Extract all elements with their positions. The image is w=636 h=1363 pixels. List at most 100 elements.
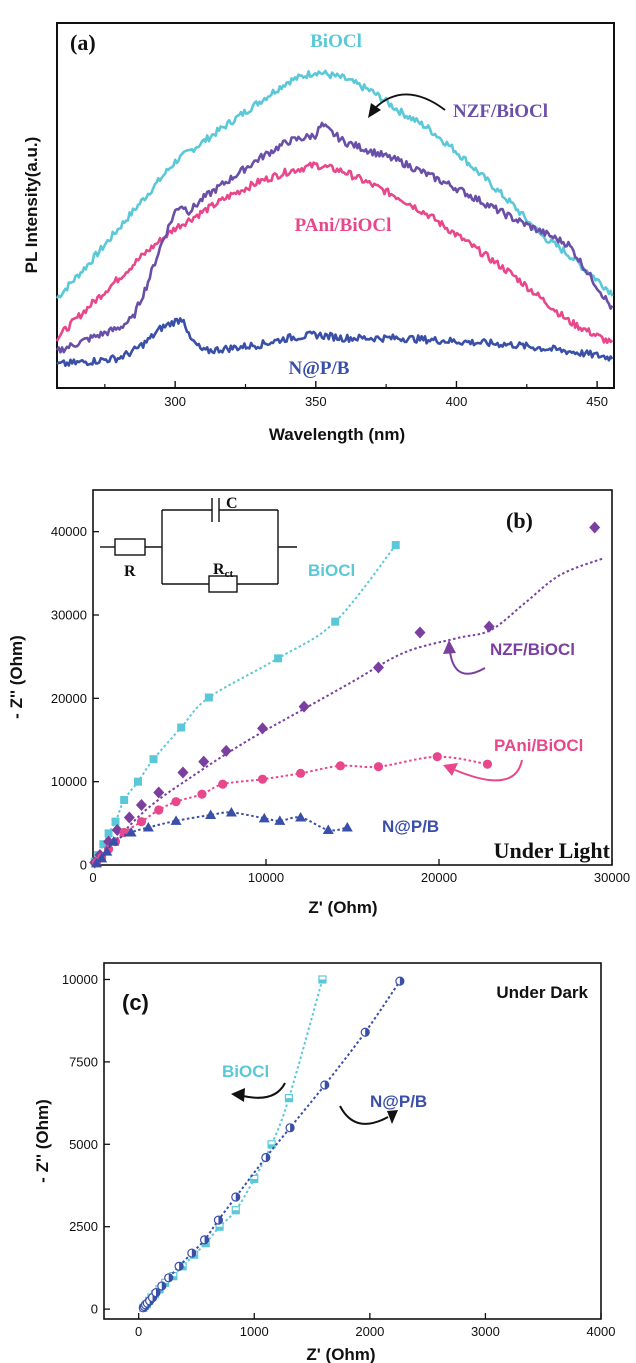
series-group: [138, 975, 405, 1313]
data-point: [589, 521, 601, 534]
data-point: [99, 840, 108, 849]
data-point: [225, 807, 237, 817]
x-tick-label: 300: [164, 394, 186, 409]
series-group: [55, 69, 614, 367]
x-tick-label: 0: [135, 1324, 142, 1339]
data-point: [149, 755, 158, 764]
x-tick-label: 2000: [355, 1324, 384, 1339]
data-point: [204, 693, 213, 702]
y-tick-label: 0: [80, 858, 87, 873]
panel-a: 300 350 400 450 (a) Wavelength (nm) PL Inte…: [22, 22, 615, 444]
y-axis-label: - Z'' (Ohm): [7, 635, 26, 719]
legend-label-nzf-biocl: NZF/BiOCl: [453, 101, 548, 122]
legend-label-n-p-b: N@P/B: [382, 817, 439, 836]
x-tick-label: 400: [446, 394, 468, 409]
data-point: [133, 777, 142, 786]
data-point: [335, 761, 345, 771]
data-point: [322, 824, 334, 834]
legend-label-pani-biocl: PAni/BiOCl: [494, 736, 583, 755]
data-point: [391, 541, 400, 549]
data-point: [136, 817, 147, 827]
data-point-fill: [161, 1282, 166, 1291]
x-tick-label: 20000: [421, 870, 457, 885]
data-point: [257, 722, 269, 735]
resistor-r: [114, 538, 146, 556]
data-point: [170, 815, 182, 825]
legend-label-biocl: BiOCl: [310, 31, 362, 52]
data-point-fill: [285, 1098, 293, 1102]
x-tick-label: 0: [89, 870, 96, 885]
data-point-fill: [168, 1273, 173, 1282]
data-point: [372, 661, 384, 674]
data-point: [432, 752, 442, 762]
y-axis-label: - Z'' (Ohm): [33, 1099, 52, 1183]
data-point: [197, 789, 207, 799]
data-point-fill: [169, 1276, 177, 1280]
data-point: [154, 805, 164, 815]
y-tick-label: 7500: [69, 1054, 98, 1069]
data-point: [296, 768, 306, 778]
data-point-fill: [216, 1226, 224, 1231]
data-point-fill: [268, 1144, 276, 1148]
plot-frame: [103, 962, 602, 1320]
data-point-fill: [265, 1153, 270, 1162]
y-tick-label: 40000: [51, 524, 87, 539]
data-point-fill: [204, 1235, 209, 1244]
x-tick-label: 4000: [587, 1324, 616, 1339]
data-point: [171, 797, 181, 807]
x-tick-label: 350: [305, 394, 327, 409]
y-tick-label: 2500: [69, 1219, 98, 1234]
data-point-fill: [235, 1193, 240, 1202]
circuit-label-rct: Rct: [213, 561, 233, 580]
legend-label-biocl: BiOCl: [222, 1062, 269, 1081]
fit-line-1: [92, 557, 604, 866]
y-axis-label: PL Intensity(a.u.): [22, 137, 41, 274]
annotation-arrow: [339, 1105, 389, 1125]
circuit-label-r2: R: [213, 561, 225, 578]
panel-label: (a): [70, 30, 96, 55]
annotation-arrowhead: [443, 640, 456, 654]
data-point: [104, 829, 113, 838]
y-tick-label: 10000: [62, 972, 98, 987]
series-line-1: [55, 121, 614, 354]
data-point: [111, 817, 120, 826]
data-point-fill: [324, 1080, 329, 1089]
fit-line-0: [142, 979, 324, 1309]
data-point: [142, 822, 154, 832]
x-tick-label: 450: [586, 394, 608, 409]
circuit-label-c: C: [226, 495, 238, 512]
data-point-fill: [399, 977, 404, 986]
data-point-fill: [179, 1262, 184, 1271]
series-line-2: [55, 161, 614, 345]
series-line-3: [56, 317, 614, 367]
y-tick-label: 0: [91, 1302, 98, 1317]
data-point: [483, 620, 495, 633]
annotation-under-dark: Under Dark: [496, 983, 588, 1002]
data-point: [482, 759, 493, 769]
data-point: [373, 762, 384, 772]
fit-line-0: [93, 544, 397, 863]
data-point: [295, 812, 307, 822]
data-point: [96, 852, 108, 863]
plot-frame: [92, 489, 613, 866]
data-point: [341, 822, 353, 832]
data-point: [120, 796, 129, 804]
data-point: [205, 809, 217, 819]
x-ticks: 300 350 400 450: [104, 381, 608, 409]
data-point: [414, 626, 426, 639]
x-axis-label: Wavelength (nm): [269, 425, 405, 444]
data-point: [274, 815, 286, 825]
data-point: [177, 723, 186, 732]
annotation-arrowhead: [443, 763, 458, 776]
x-tick-label: 10000: [248, 870, 284, 885]
data-point: [177, 766, 189, 779]
legend-label-nzf-biocl: NZF/BiOCl: [490, 640, 575, 659]
data-point-fill: [318, 979, 326, 983]
data-point: [123, 811, 135, 824]
data-point-fill: [156, 1288, 161, 1297]
data-point-fill: [290, 1123, 295, 1132]
data-point: [90, 857, 102, 868]
x-axis-label: Z' (Ohm): [308, 898, 377, 917]
